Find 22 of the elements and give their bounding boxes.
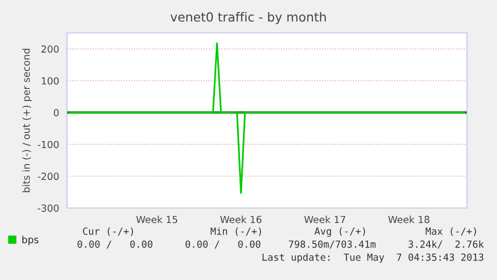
text: Max (-/+) [426,227,476,236]
y-axis-title: bits in (-) / out (+) per second [22,48,32,192]
y-tick-label: 200 [42,45,59,53]
y-tick-label: 100 [42,77,59,85]
text: 0.00 / 0.00 [78,240,152,249]
x-tick-label: Week 17 [304,216,346,224]
y-tick-label: -300 [38,204,59,212]
x-tick-label: Week 18 [388,216,430,224]
x-tick-label: Week 15 [136,216,178,224]
text: Avg (-/+) [314,227,365,237]
text: 3.24k/ 2.76k [408,240,484,249]
text: 0.00 / 0.00 [186,240,260,249]
x-tick-label: Week 16 [220,216,262,224]
legend-label: bps [22,236,38,246]
text: 798.50m/703.41m [288,240,376,249]
text: Last update: Tue May 7 04:35:43 2013 [262,253,484,263]
y-tick-label: -100 [38,140,59,148]
chart-title: venet0 traffic - by month [170,12,326,24]
y-tick-label: 0 [54,109,59,116]
text: Min (-/+) [210,227,261,236]
y-tick-label: -200 [38,172,59,180]
text: Cur (-/+) [82,227,133,236]
